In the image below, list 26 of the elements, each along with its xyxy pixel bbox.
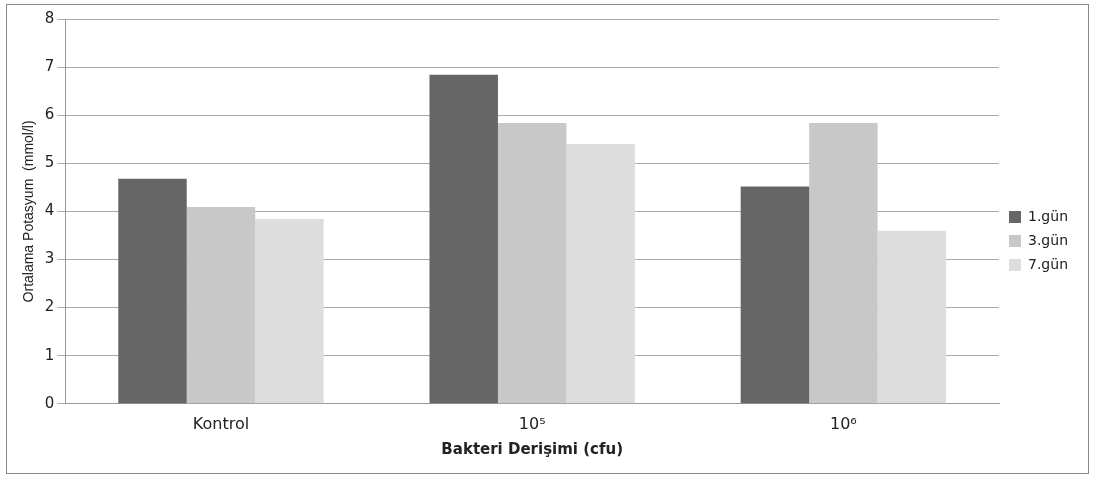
x-tick-label: 10⁵ <box>518 413 546 433</box>
bar <box>877 230 947 404</box>
bar <box>740 186 810 404</box>
y-tick-label: 1 <box>44 345 55 364</box>
y-tick-label: 5 <box>44 153 55 172</box>
legend-label: 7.gün <box>1028 255 1069 272</box>
legend-label: 1.gün <box>1028 207 1069 224</box>
y-tick-label: 4 <box>44 201 55 220</box>
x-tick-label: Kontrol <box>192 413 250 433</box>
bar <box>255 219 324 404</box>
x-axis-title: Bakteri Derişimi (cfu) <box>441 439 624 458</box>
x-tick-label: 10⁶ <box>830 413 857 433</box>
y-axis-title: Ortalama Potasyum (mmol/l) <box>20 120 37 303</box>
y-tick-label: 0 <box>44 393 55 412</box>
y-tick-label: 2 <box>44 297 55 316</box>
y-tick-label: 6 <box>44 105 55 124</box>
bar <box>429 74 498 404</box>
legend-label: 3.gün <box>1028 231 1069 248</box>
bar <box>809 122 878 404</box>
bar <box>566 144 635 404</box>
bar <box>186 207 256 404</box>
bar <box>497 122 567 404</box>
bar <box>118 178 187 404</box>
y-tick-label: 7 <box>44 56 55 75</box>
y-tick-label: 3 <box>44 249 55 268</box>
y-tick-label: 8 <box>44 8 55 27</box>
